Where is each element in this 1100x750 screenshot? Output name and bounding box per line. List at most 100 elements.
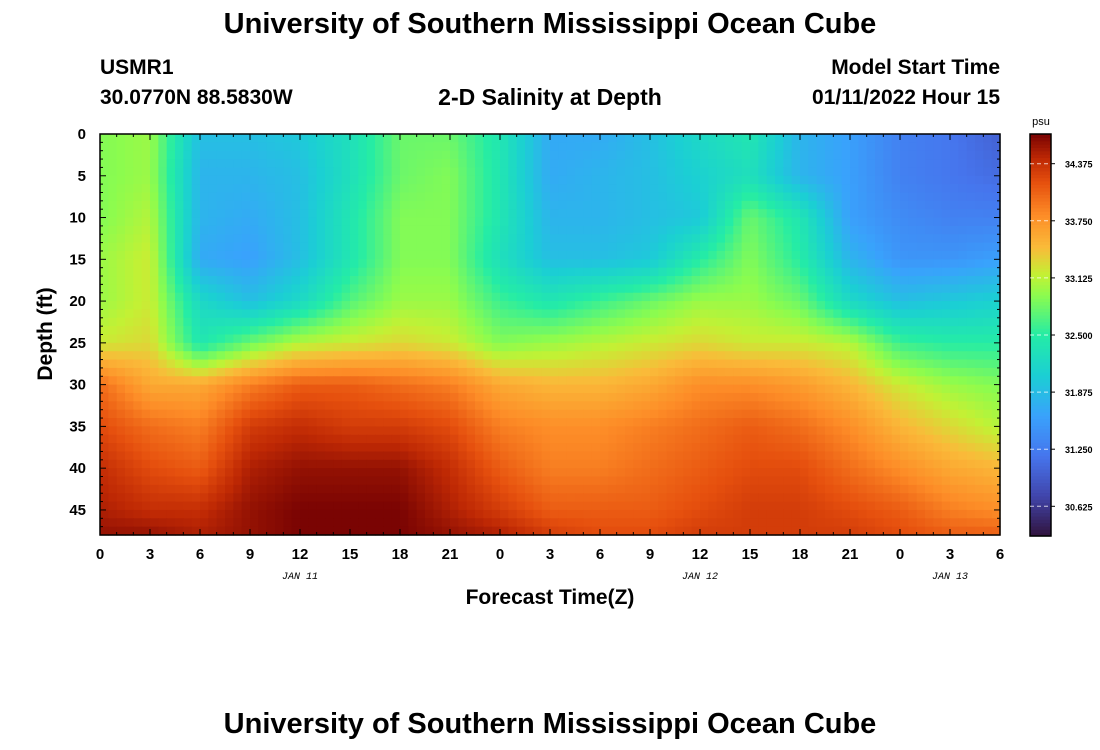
heatmap-cell: [691, 317, 701, 327]
heatmap-cell: [425, 309, 434, 319]
heatmap-cell: [200, 384, 209, 394]
heatmap-cell: [541, 250, 551, 260]
heatmap-cell: [133, 234, 143, 244]
heatmap-cell: [900, 443, 909, 453]
heatmap-cell: [191, 359, 201, 369]
heatmap-cell: [908, 493, 918, 503]
heatmap-cell: [425, 484, 434, 494]
heatmap-cell: [466, 376, 476, 386]
heatmap-cell: [741, 342, 751, 352]
heatmap-cell: [691, 384, 701, 394]
heatmap-cell: [566, 301, 576, 311]
heatmap-cell: [766, 401, 776, 411]
heatmap-cell: [258, 384, 268, 394]
heatmap-cell: [316, 250, 326, 260]
heatmap-cell: [558, 159, 568, 169]
heatmap-cell: [366, 351, 376, 361]
heatmap-cell: [150, 301, 159, 311]
heatmap-cell: [525, 200, 534, 210]
heatmap-cell: [116, 334, 126, 344]
heatmap-cell: [808, 342, 818, 352]
heatmap-cell: [100, 242, 109, 252]
heatmap-cell: [400, 392, 409, 402]
heatmap-cell: [583, 342, 593, 352]
heatmap-cell: [258, 309, 268, 319]
heatmap-cell: [941, 451, 951, 461]
heatmap-cell: [350, 501, 359, 511]
heatmap-cell: [116, 234, 126, 244]
heatmap-cell: [341, 334, 351, 344]
heatmap-cell: [508, 234, 518, 244]
heatmap-cell: [166, 217, 176, 227]
heatmap-cell: [716, 250, 726, 260]
heatmap-cell: [441, 501, 451, 511]
heatmap-cell: [525, 301, 534, 311]
heatmap-cell: [758, 426, 768, 436]
heatmap-cell: [991, 225, 1001, 235]
heatmap-cell: [675, 434, 684, 444]
heatmap-cell: [125, 142, 134, 152]
heatmap-cell: [783, 159, 793, 169]
heatmap-cell: [758, 434, 768, 444]
heatmap-cell: [491, 301, 501, 311]
heatmap-cell: [550, 184, 559, 194]
heatmap-cell: [658, 501, 668, 511]
heatmap-cell: [216, 292, 226, 302]
heatmap-cell: [175, 259, 184, 269]
heatmap-cell: [608, 184, 618, 194]
heatmap-cell: [241, 192, 251, 202]
heatmap-cell: [150, 342, 159, 352]
heatmap-cell: [508, 292, 518, 302]
heatmap-cell: [433, 167, 443, 177]
heatmap-cell: [783, 150, 793, 160]
heatmap-cell: [833, 150, 843, 160]
heatmap-cell: [508, 359, 518, 369]
heatmap-cell: [550, 326, 559, 336]
heatmap-cell: [191, 184, 201, 194]
heatmap-cell: [816, 175, 826, 185]
heatmap-cell: [283, 284, 293, 294]
heatmap-cell: [975, 142, 984, 152]
heatmap-cell: [275, 250, 284, 260]
heatmap-cell: [258, 234, 268, 244]
heatmap-cell: [150, 150, 159, 160]
heatmap-cell: [100, 342, 109, 352]
heatmap-cell: [383, 367, 393, 377]
heatmap-cell: [391, 342, 401, 352]
heatmap-cell: [558, 359, 568, 369]
heatmap-cell: [116, 426, 126, 436]
heatmap-cell: [325, 451, 334, 461]
heatmap-cell: [875, 250, 884, 260]
heatmap-cell: [383, 276, 393, 285]
heatmap-cell: [691, 276, 701, 285]
heatmap-cell: [958, 367, 968, 377]
heatmap-cell: [625, 225, 634, 235]
heatmap-cell: [708, 134, 718, 143]
heatmap-cell: [591, 267, 601, 277]
heatmap-cell: [491, 209, 501, 219]
heatmap-cell: [600, 501, 609, 511]
heatmap-cell: [491, 376, 501, 386]
heatmap-cell: [825, 359, 834, 369]
heatmap-cell: [233, 443, 243, 453]
heatmap-cell: [891, 434, 901, 444]
heatmap-cell: [308, 209, 318, 219]
heatmap-cell: [216, 326, 226, 336]
heatmap-cell: [358, 184, 368, 194]
heatmap-cell: [100, 301, 109, 311]
heatmap-cell: [591, 167, 601, 177]
heatmap-cell: [558, 292, 568, 302]
heatmap-cell: [591, 142, 601, 152]
heatmap-cell: [575, 376, 584, 386]
heatmap-cell: [975, 434, 984, 444]
heatmap-cell: [150, 443, 159, 453]
heatmap-cell: [916, 359, 926, 369]
heatmap-cell: [175, 242, 184, 252]
heatmap-cell: [416, 484, 426, 494]
heatmap-cell: [725, 342, 734, 352]
heatmap-cell: [791, 259, 801, 269]
heatmap-cell: [883, 142, 893, 152]
heatmap-cell: [341, 468, 351, 478]
heatmap-cell: [608, 334, 618, 344]
heatmap-cell: [891, 418, 901, 427]
